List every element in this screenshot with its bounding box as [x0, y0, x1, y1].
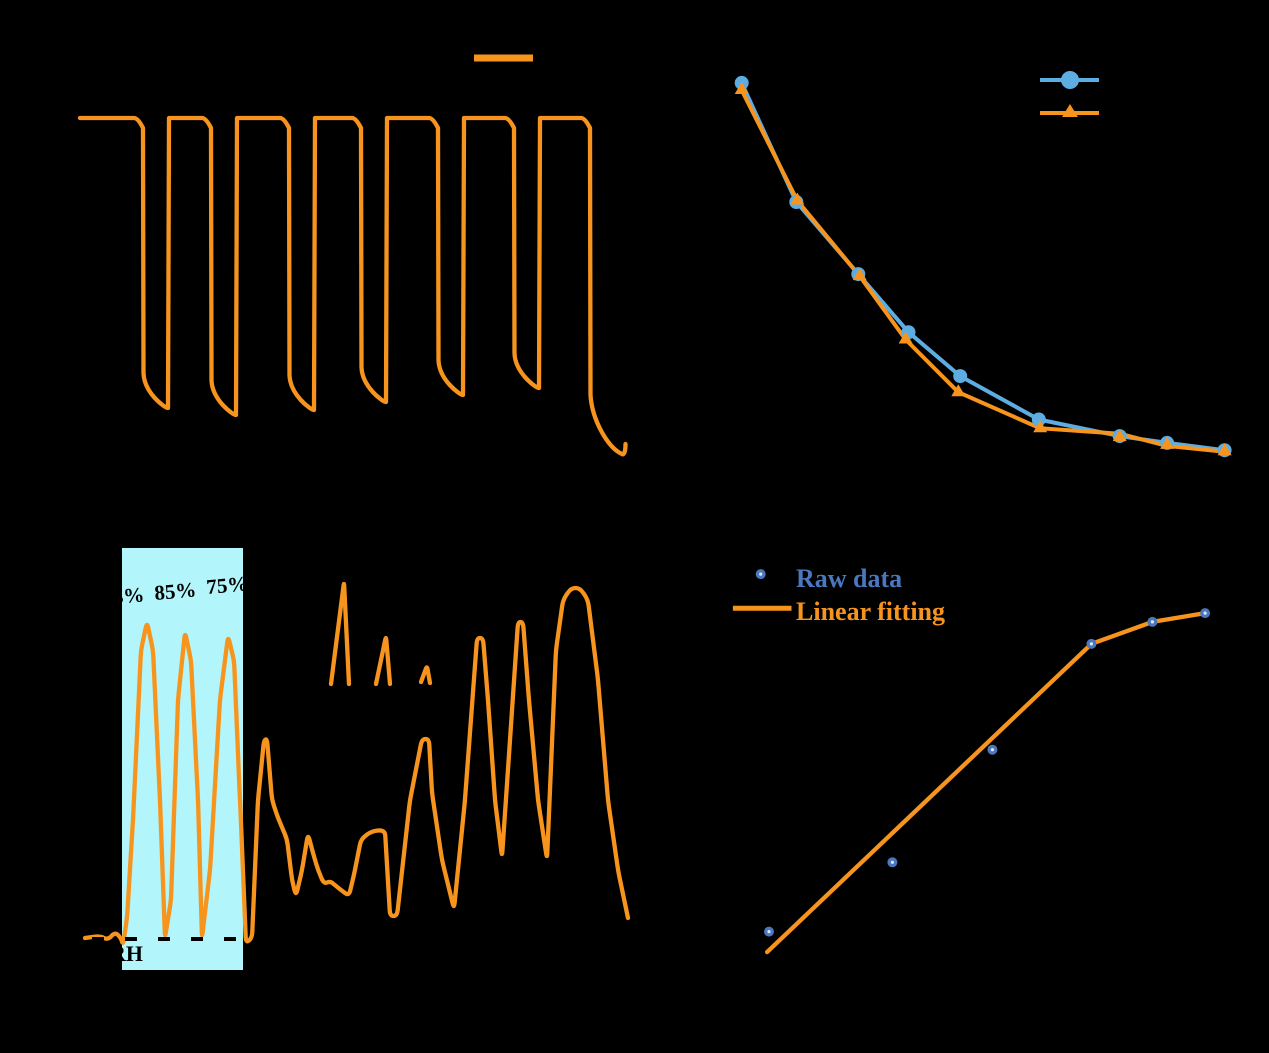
svg-text:Raw data: Raw data: [796, 564, 902, 593]
svg-text:93%: 93%: [101, 582, 145, 610]
svg-text:Linear fitting: Linear fitting: [796, 597, 945, 626]
svg-text:85%: 85%: [153, 577, 197, 605]
svg-text:75%: 75%: [205, 571, 249, 599]
svg-text:%RH: %RH: [88, 941, 143, 966]
